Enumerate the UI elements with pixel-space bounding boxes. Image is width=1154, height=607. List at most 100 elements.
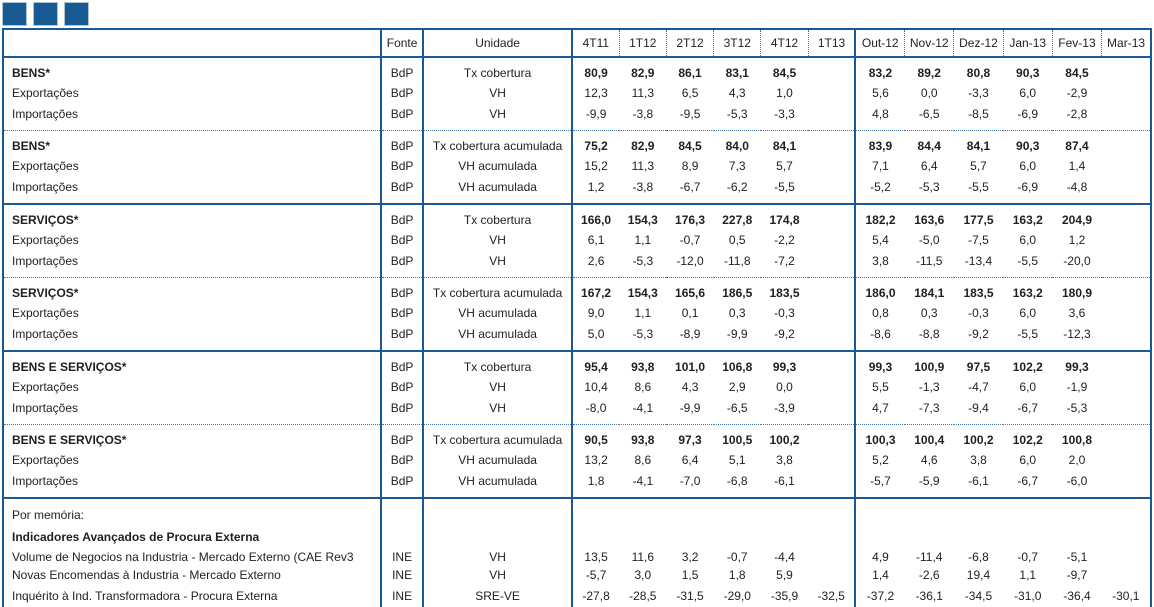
value-cell: 99,3	[760, 350, 809, 378]
unidade-cell: Tx cobertura acumulada	[422, 424, 572, 451]
value-cell: -9,5	[679, 106, 701, 121]
value-cell: -3,3	[968, 86, 989, 100]
value-cell: -2,8	[1066, 106, 1088, 121]
value-cell: 4,8	[854, 102, 905, 131]
row-label: Importações	[12, 179, 79, 194]
unidade-cell: VH	[422, 396, 572, 425]
row-label: Novas Encomendas à Industria - Mercado E…	[12, 568, 281, 582]
value-cell: 100,8	[1052, 424, 1102, 451]
unidade-cell: VH	[422, 378, 572, 396]
fonte-cell: BdP	[379, 57, 424, 84]
header-quarter: 3T12	[713, 29, 761, 58]
logo-square-icon	[33, 2, 58, 26]
unidade-cell: VH	[422, 566, 572, 584]
value-cell: -5,0	[918, 233, 940, 247]
value-cell: 4,9	[854, 548, 905, 566]
value-cell: -0,7	[679, 233, 701, 247]
header-unidade: Unidade	[422, 29, 572, 58]
value-cell: -6,1	[774, 473, 795, 488]
value-cell	[666, 526, 713, 548]
value-cell	[808, 304, 855, 322]
header-quarter: 1T12	[618, 29, 667, 58]
value-cell: -6,7	[1017, 400, 1039, 415]
value-cell: 86,1	[678, 66, 702, 80]
header-month: Fev-13	[1051, 29, 1102, 58]
value-cell: 4,3	[681, 380, 699, 394]
row-label: Volume de Negocios na Industria - Mercad…	[12, 550, 354, 564]
value-cell: 6,4	[681, 453, 699, 467]
unidade-cell: Tx cobertura acumulada	[422, 130, 572, 157]
unidade-cell: Tx cobertura	[422, 203, 572, 231]
value-cell	[808, 469, 855, 498]
fonte-cell: BdP	[379, 396, 424, 425]
value-cell: 4,7	[854, 396, 905, 425]
value-cell: -9,2	[968, 326, 989, 341]
value-cell: 7,1	[854, 157, 905, 175]
memo-title-row: Indicadores Avançados de Procura Externa	[3, 526, 1151, 548]
value-cell: 2,6	[570, 249, 620, 278]
value-cell: -11,4	[916, 550, 943, 564]
value-cell: 102,2	[1003, 350, 1053, 378]
value-cell: -9,4	[968, 400, 989, 415]
unidade-cell: VH acumulada	[422, 469, 572, 498]
value-cell: 3,8	[854, 249, 905, 278]
unidade-cell: VH acumulada	[422, 157, 572, 175]
row-label: Inquérito à Ind. Transformadora - Procur…	[12, 588, 278, 603]
table-row: BENS* BdP Tx cobertura acumulada 75,2 82,9 84…	[3, 130, 1151, 157]
table-row: Importações BdP VH acumulada 1,8 -4,1 -7,0 -6,…	[3, 469, 1151, 498]
value-cell: -12,0	[676, 253, 704, 268]
value-cell: 165,6	[666, 277, 714, 304]
row-label: BENS*	[3, 130, 381, 157]
value-cell: -8,5	[968, 106, 989, 121]
value-cell: 3,6	[1068, 306, 1086, 320]
value-cell: 97,5	[953, 350, 1004, 378]
value-cell: 84,5	[666, 130, 714, 157]
value-cell: 167,2	[570, 277, 620, 304]
value-cell: -7,3	[918, 400, 940, 415]
table-row: Importações BdP VH -8,0 -4,1 -9,9 -6,5 -3,9 4,7-…	[3, 396, 1151, 425]
value-cell: 99,3	[854, 350, 905, 378]
value-cell	[666, 497, 714, 526]
value-cell: 0,5	[728, 233, 746, 247]
fonte-cell: BdP	[379, 451, 424, 469]
memo-title: Por memória:	[3, 497, 381, 526]
value-cell: 0,3	[920, 306, 938, 320]
row-label: Exportações	[12, 306, 79, 320]
fonte-cell: INE	[379, 566, 424, 584]
value-cell: 100,9	[904, 350, 954, 378]
value-cell	[1102, 157, 1151, 175]
value-cell: 101,0	[666, 350, 714, 378]
value-cell: 5,7	[776, 159, 793, 173]
value-cell: 13,2	[570, 451, 620, 469]
fonte-cell: BdP	[379, 469, 424, 498]
value-cell	[1102, 322, 1151, 351]
value-cell: 19,4	[966, 568, 991, 582]
value-cell	[808, 396, 855, 425]
value-cell: -4,1	[632, 473, 654, 488]
unidade-cell: VH	[422, 249, 572, 278]
value-cell: -3,9	[774, 400, 795, 415]
value-cell: -5,5	[774, 179, 795, 194]
value-cell: -2,2	[774, 233, 795, 247]
value-cell: 6,5	[681, 86, 699, 100]
value-cell: 0,1	[681, 306, 699, 320]
unidade-cell: Tx cobertura	[422, 57, 572, 84]
value-cell	[808, 231, 855, 249]
value-cell: -5,5	[1017, 326, 1039, 341]
value-cell: -9,9	[679, 400, 701, 415]
fonte-cell: BdP	[379, 350, 424, 378]
value-cell	[1102, 566, 1151, 584]
logo	[0, 0, 1154, 28]
value-cell: 8,6	[634, 380, 652, 394]
value-cell: 93,8	[619, 424, 667, 451]
table-row: Exportações BdP VH acumulada 9,0 1,1 0,1 0,3 -0…	[3, 304, 1151, 322]
value-cell: 83,1	[725, 66, 749, 80]
value-cell: 1,1	[1019, 568, 1037, 582]
value-cell: -35,9	[770, 588, 799, 603]
value-cell: 6,4	[920, 159, 938, 173]
value-cell: -4,1	[632, 400, 654, 415]
fonte-cell	[379, 497, 424, 526]
value-cell: 182,2	[854, 203, 905, 231]
row-label: Importações	[12, 326, 79, 341]
value-cell	[1102, 378, 1151, 396]
